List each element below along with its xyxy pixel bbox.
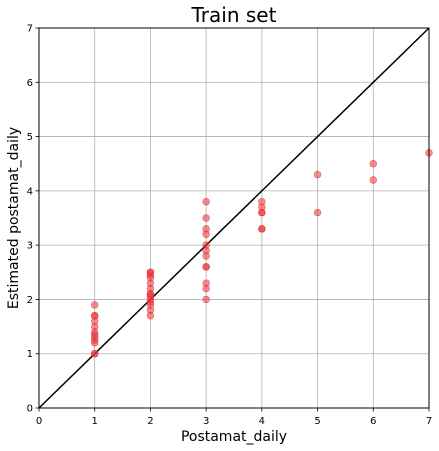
y-tick-label: 5 — [27, 132, 33, 143]
data-point — [258, 198, 266, 206]
data-point — [202, 198, 210, 206]
y-tick-label: 4 — [27, 186, 33, 197]
x-axis-label: Postamat_daily — [181, 429, 287, 445]
data-point — [91, 350, 99, 358]
data-point — [202, 241, 210, 249]
x-tick-label: 4 — [259, 416, 265, 427]
y-tick-label: 7 — [27, 24, 33, 35]
x-tick-label: 5 — [314, 416, 320, 427]
data-point — [258, 225, 266, 233]
axis-ticks: 0 1 2 3 4 5 6 7 0 1 2 3 4 5 6 7 — [27, 24, 433, 428]
y-tick-label: 3 — [27, 241, 33, 252]
y-tick-label: 1 — [27, 349, 33, 360]
data-point — [202, 214, 210, 222]
identity-line — [38, 27, 430, 409]
y-axis-label: Estimated postamat_daily — [6, 127, 22, 309]
reference-line-layer — [38, 27, 430, 409]
data-point — [369, 176, 377, 184]
x-tick-label: 3 — [203, 416, 209, 427]
data-points — [91, 149, 433, 358]
x-tick-label: 0 — [36, 416, 42, 427]
data-point — [313, 208, 322, 217]
data-point — [91, 301, 99, 309]
data-point — [146, 268, 155, 276]
y-tick-label: 6 — [27, 78, 33, 89]
data-point — [313, 170, 322, 179]
data-point — [202, 225, 210, 233]
y-tick-label: 2 — [27, 295, 33, 306]
y-tick-label: 0 — [27, 404, 33, 415]
data-point — [202, 263, 210, 271]
data-point — [91, 312, 99, 320]
data-point — [202, 295, 210, 304]
data-point — [369, 160, 377, 168]
chart-title: Train set — [191, 3, 277, 27]
x-tick-label: 2 — [147, 416, 153, 427]
data-point — [202, 279, 210, 287]
x-tick-label: 6 — [370, 416, 376, 427]
grid — [38, 27, 430, 409]
plot-frame — [38, 27, 430, 409]
x-tick-label: 1 — [92, 416, 98, 427]
x-tick-label: 7 — [426, 416, 432, 427]
